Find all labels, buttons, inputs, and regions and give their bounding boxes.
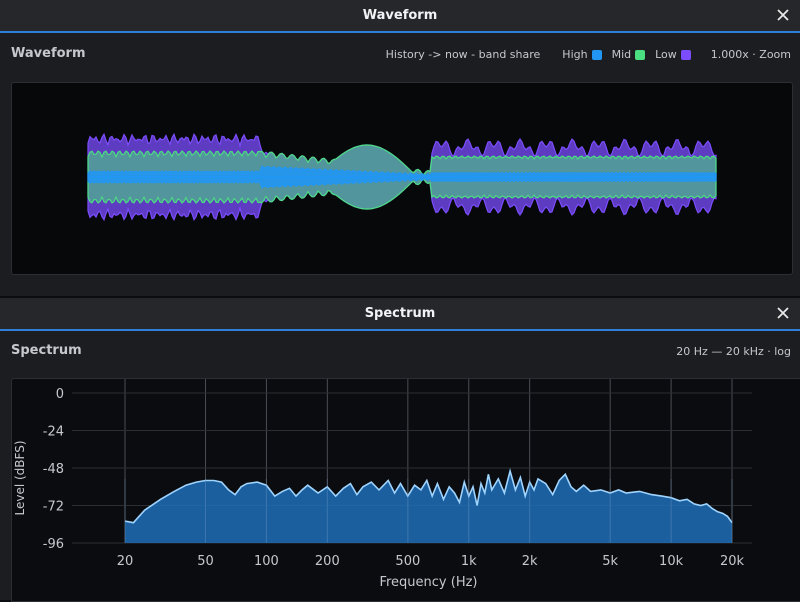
waveform-plot (87, 132, 717, 222)
x-axis-label: Frequency (Hz) (379, 575, 477, 590)
waveform-display[interactable] (11, 82, 793, 275)
spectrum-panel: Spectrum Spectrum 20 Hz — 20 kHz · log 0… (0, 298, 800, 602)
waveform-close-button[interactable] (774, 6, 792, 24)
legend-mid-label: Mid (611, 48, 632, 61)
y-tick-label: -48 (43, 462, 64, 477)
waveform-title-bar[interactable]: Waveform (0, 0, 800, 33)
legend-high-swatch (591, 49, 602, 60)
waveform-window-title: Waveform (362, 8, 438, 23)
spectrum-title-bar[interactable]: Spectrum (0, 298, 800, 331)
legend-mid: Mid (612, 48, 646, 61)
y-axis-label: Level (dBFS) (13, 440, 27, 515)
x-tick-label: 20k (720, 554, 745, 569)
waveform-panel-title: Waveform (11, 46, 86, 61)
x-tick-label: 10k (659, 554, 684, 569)
spectrum-range: 20 Hz — 20 kHz · log (676, 345, 791, 358)
x-tick-label: 50 (197, 554, 214, 569)
spectrum-line (124, 468, 733, 524)
zoom-level[interactable]: 1.000x · Zoom (710, 48, 791, 61)
legend-high: High (562, 48, 602, 61)
spectrum-close-button[interactable] (774, 304, 792, 322)
x-tick-label: 20 (117, 554, 134, 569)
x-tick-label: 1k (461, 554, 477, 569)
y-tick-label: -24 (43, 425, 64, 440)
waveform-header-info: History -> now - band share High Mid Low… (386, 48, 791, 61)
y-tick-label: 0 (56, 387, 64, 402)
x-tick-label: 100 (254, 554, 279, 569)
x-tick-label: 5k (602, 554, 618, 569)
waveform-caption: History -> now - band share (385, 48, 541, 61)
legend-low-swatch (680, 49, 691, 60)
legend-mid-swatch (635, 49, 646, 60)
spectrum-area (125, 471, 732, 543)
spectrum-panel-title: Spectrum (11, 343, 82, 358)
spectrum-range-label: 20 Hz — 20 kHz · log (676, 345, 791, 358)
x-tick-label: 500 (395, 554, 420, 569)
close-icon (777, 9, 789, 21)
waveform-panel: Waveform Waveform History -> now - band … (0, 0, 800, 296)
legend-low-label: Low (655, 48, 677, 61)
spectrum-window-title: Spectrum (364, 306, 436, 321)
y-tick-label: -96 (43, 537, 64, 552)
x-tick-label: 2k (522, 554, 538, 569)
close-icon (777, 307, 789, 319)
legend-high-label: High (562, 48, 588, 61)
y-tick-label: -72 (43, 500, 64, 515)
x-tick-label: 200 (315, 554, 340, 569)
legend-low: Low (655, 48, 691, 61)
spectrum-chart: 0 -24 -48 -72 -96 20 50 100 200 500 1k 2k 5k 10k 20k Fr… (13, 379, 752, 590)
spectrum-display[interactable]: 0 -24 -48 -72 -96 20 50 100 200 500 1k 2k 5k 10k 20k Fr… (11, 378, 800, 602)
